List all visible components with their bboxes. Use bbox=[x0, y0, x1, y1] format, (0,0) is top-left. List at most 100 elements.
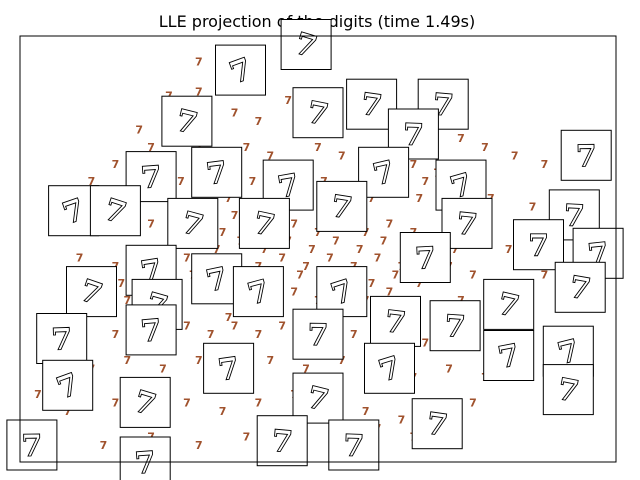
digit-point-label: 7 bbox=[374, 252, 382, 265]
digit-thumbnail: 7 bbox=[232, 266, 284, 318]
thumbnail-digit-glyph: 7 bbox=[140, 160, 163, 196]
digit-point-label: 7 bbox=[231, 320, 239, 333]
digit-thumbnail: 7 bbox=[42, 359, 94, 411]
digit-point-label: 7 bbox=[368, 192, 376, 205]
thumbnail-frame bbox=[370, 295, 421, 347]
thumbnail-frame bbox=[42, 359, 94, 411]
digit-thumbnail: 7 bbox=[513, 219, 564, 271]
digit-point-label: 7 bbox=[386, 217, 394, 230]
digit-point-label: 7 bbox=[469, 269, 477, 282]
digit-point-label: 7 bbox=[243, 430, 251, 443]
thumbnail-frame bbox=[417, 78, 469, 130]
thumbnail-digit-glyph: 7 bbox=[343, 429, 365, 465]
digit-point-label: 7 bbox=[541, 269, 549, 282]
digit-thumbnail: 7 bbox=[441, 197, 493, 249]
digit-thumbnail: 7 bbox=[364, 342, 415, 394]
digit-point-label: 7 bbox=[481, 141, 489, 154]
digit-point-label: 7 bbox=[457, 132, 465, 145]
digit-point-label: 7 bbox=[147, 217, 155, 230]
digit-thumbnail: 7 bbox=[238, 197, 290, 249]
digit-point-label: 7 bbox=[135, 124, 143, 137]
digit-point-label: 7 bbox=[469, 396, 477, 409]
thumbnail-frame bbox=[125, 304, 177, 356]
thumbnail-digit-glyph: 7 bbox=[494, 286, 522, 325]
digit-point-label: 7 bbox=[415, 277, 423, 290]
digit-point-label: 7 bbox=[266, 354, 274, 367]
thumbnail-digit-glyph: 7 bbox=[455, 206, 479, 243]
digit-thumbnail: 7 bbox=[411, 398, 463, 450]
thumbnail-frame bbox=[399, 232, 451, 283]
digit-point-label: 7 bbox=[183, 396, 191, 409]
digit-point-label: 7 bbox=[159, 362, 167, 375]
thumbnail-frame bbox=[238, 197, 290, 249]
digit-point-label: 7 bbox=[278, 252, 286, 265]
thumbnail-frame bbox=[167, 197, 219, 249]
digit-point-label: 7 bbox=[290, 217, 298, 230]
digit-point-label: 7 bbox=[451, 243, 459, 256]
thumbnail-frame bbox=[36, 313, 88, 364]
thumbnail-frame bbox=[292, 87, 344, 139]
digit-point-label: 7 bbox=[338, 149, 346, 162]
thumbnail-digit-glyph: 7 bbox=[528, 229, 549, 264]
digit-point-label: 7 bbox=[225, 311, 233, 324]
digit-point-label: 7 bbox=[266, 149, 274, 162]
digit-point-label: 7 bbox=[326, 252, 334, 265]
digit-thumbnail: 7 bbox=[119, 376, 171, 428]
digit-point-label: 7 bbox=[207, 328, 215, 341]
digit-thumbnail: 7 bbox=[292, 87, 344, 139]
digit-point-label: 7 bbox=[195, 56, 203, 69]
digit-point-label: 7 bbox=[392, 269, 400, 282]
thumbnail-digit-glyph: 7 bbox=[21, 429, 42, 464]
digit-thumbnail: 7 bbox=[66, 266, 117, 318]
digit-thumbnail: 7 bbox=[358, 146, 410, 198]
digit-point-label: 7 bbox=[362, 226, 370, 239]
thumbnail-frame bbox=[411, 398, 463, 450]
thumbnail-frame bbox=[256, 415, 308, 467]
thumbnail-digit-glyph: 7 bbox=[51, 322, 73, 358]
digit-point-label: 7 bbox=[64, 405, 72, 418]
thumbnail-frame bbox=[429, 300, 481, 352]
digit-point-label: 7 bbox=[415, 192, 423, 205]
thumbnail-frame bbox=[554, 261, 606, 313]
thumbnail-digit-glyph: 7 bbox=[575, 139, 596, 174]
digit-point-label: 7 bbox=[529, 200, 537, 213]
digit-thumbnail: 7 bbox=[125, 304, 177, 356]
thumbnail-frame bbox=[203, 342, 255, 394]
digit-thumbnail: 7 bbox=[280, 19, 332, 70]
digit-point-label: 7 bbox=[112, 158, 120, 171]
digit-point-label: 7 bbox=[231, 209, 239, 222]
thumbnail-digit-glyph: 7 bbox=[495, 338, 522, 376]
digit-point-label: 7 bbox=[368, 277, 376, 290]
digit-point-label: 7 bbox=[314, 141, 322, 154]
thumbnail-digit-glyph: 7 bbox=[204, 155, 229, 192]
digit-thumbnail: 7 bbox=[89, 185, 141, 237]
digit-thumbnail: 7 bbox=[429, 300, 481, 352]
thumbnail-digit-glyph: 7 bbox=[414, 241, 437, 277]
digit-point-label: 7 bbox=[100, 439, 108, 452]
digit-point-label: 7 bbox=[421, 175, 429, 188]
digit-point-label: 7 bbox=[362, 405, 370, 418]
digit-point-label: 7 bbox=[421, 337, 429, 350]
thumbnail-digit-glyph: 7 bbox=[563, 198, 586, 234]
digit-thumbnail: 7 bbox=[399, 232, 451, 283]
digit-point-label: 7 bbox=[147, 141, 155, 154]
digit-point-label: 7 bbox=[278, 320, 286, 333]
digit-thumbnail: 7 bbox=[167, 197, 219, 249]
thumbnail-frame bbox=[483, 330, 535, 381]
digit-point-label: 7 bbox=[505, 243, 513, 256]
digit-point-label: 7 bbox=[541, 158, 549, 171]
thumbnail-frame bbox=[191, 146, 243, 198]
digit-thumbnail: 7 bbox=[203, 342, 255, 394]
digit-point-label: 7 bbox=[112, 396, 120, 409]
digit-point-label: 7 bbox=[261, 243, 269, 256]
digit-point-label: 7 bbox=[219, 226, 227, 239]
digit-thumbnail: 7 bbox=[316, 180, 368, 232]
thumbnail-digit-glyph: 7 bbox=[402, 118, 424, 154]
digit-thumbnail: 7 bbox=[483, 278, 535, 330]
digit-thumbnail: 7 bbox=[36, 313, 88, 364]
digit-thumbnail: 7 bbox=[316, 266, 368, 318]
digit-point-label: 7 bbox=[380, 235, 388, 248]
digit-point-label: 7 bbox=[445, 362, 453, 375]
